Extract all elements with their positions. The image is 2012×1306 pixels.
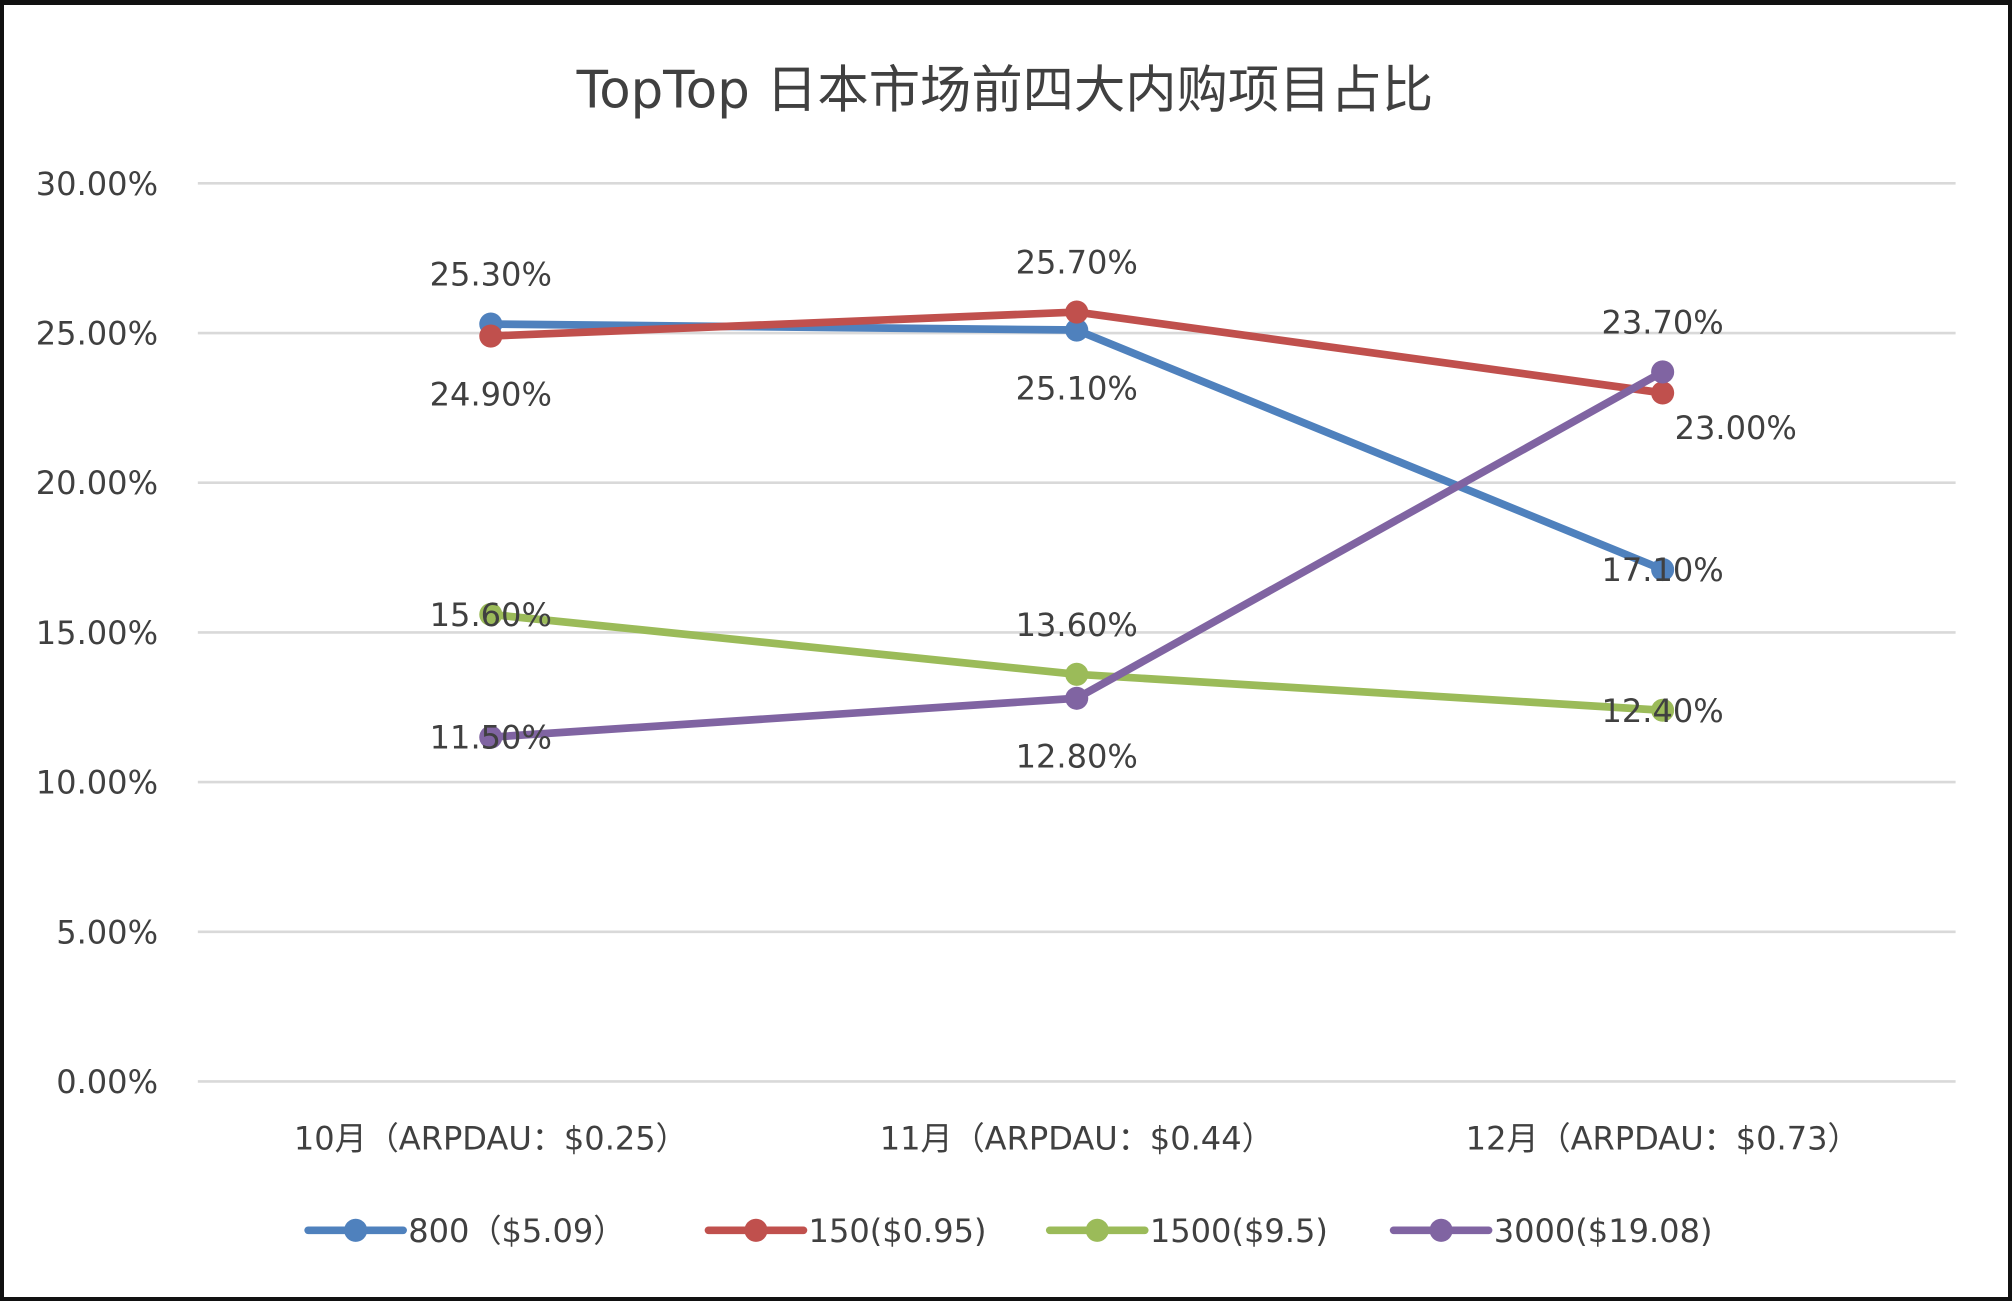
data-label: 25.70% bbox=[1016, 244, 1138, 282]
legend-label-2: 1500($9.5) bbox=[1150, 1212, 1328, 1250]
data-label: 12.80% bbox=[1016, 738, 1138, 776]
data-label: 13.60% bbox=[1016, 606, 1138, 644]
data-point bbox=[1065, 686, 1089, 710]
data-label: 25.10% bbox=[1016, 369, 1138, 407]
legend-marker-3 bbox=[1429, 1218, 1453, 1242]
data-label: 12.40% bbox=[1602, 692, 1724, 730]
data-point bbox=[479, 725, 503, 749]
data-point bbox=[1651, 360, 1675, 384]
data-point bbox=[1651, 698, 1675, 722]
y-tick-label: 25.00% bbox=[36, 315, 158, 353]
x-tick-label: 12月（ARPDAU：$0.73） bbox=[1466, 1119, 1860, 1157]
chart-title: TopTop 日本市场前四大内购项目占比 bbox=[576, 61, 1434, 121]
data-label: 24.90% bbox=[430, 375, 552, 413]
data-label: 23.70% bbox=[1602, 303, 1724, 341]
data-point bbox=[479, 602, 503, 626]
data-label: 17.10% bbox=[1602, 551, 1724, 589]
legend-marker-1 bbox=[744, 1218, 768, 1242]
data-point bbox=[1651, 381, 1675, 405]
line-chart: TopTop 日本市场前四大内购项目占比 0.00% 5.00% 10.00% 15.… bbox=[36, 61, 1956, 1250]
series-line bbox=[486, 320, 1667, 574]
data-point bbox=[479, 324, 503, 348]
y-tick-label: 15.00% bbox=[36, 614, 158, 652]
data-point bbox=[1065, 300, 1089, 324]
data-label: 15.60% bbox=[430, 596, 552, 634]
y-tick-label: 5.00% bbox=[56, 913, 158, 951]
y-tick-label: 20.00% bbox=[36, 464, 158, 502]
data-point bbox=[1065, 662, 1089, 686]
y-tick-label: 30.00% bbox=[36, 165, 158, 203]
y-tick-label: 0.00% bbox=[56, 1063, 158, 1101]
data-point bbox=[1065, 318, 1089, 342]
legend-label-3: 3000($19.08) bbox=[1494, 1212, 1713, 1250]
data-label: 25.30% bbox=[430, 256, 552, 294]
data-point bbox=[1651, 557, 1675, 582]
legend-label-0: 800（$5.09） bbox=[408, 1212, 625, 1250]
x-tick-label: 10月（ARPDAU：$0.25） bbox=[294, 1119, 688, 1157]
legend-marker-2 bbox=[1085, 1218, 1109, 1242]
legend-label-1: 150($0.95) bbox=[809, 1212, 987, 1250]
y-tick-label: 10.00% bbox=[36, 764, 158, 802]
data-label: 23.00% bbox=[1675, 409, 1797, 447]
legend-marker-0 bbox=[344, 1218, 368, 1242]
x-tick-label: 11月（ARPDAU：$0.44） bbox=[880, 1119, 1274, 1157]
data-label: 11.50% bbox=[430, 719, 552, 757]
